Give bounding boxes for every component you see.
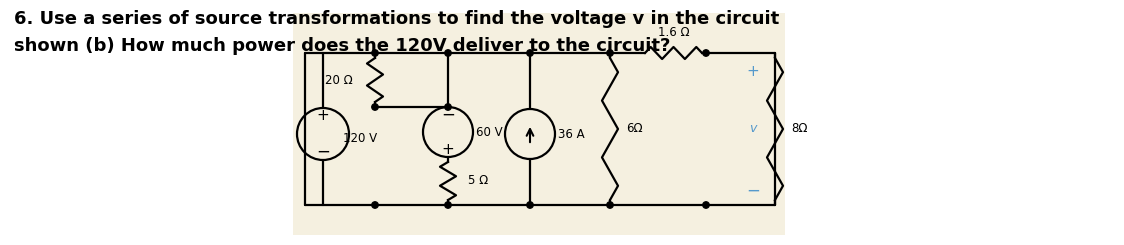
Circle shape [445, 50, 451, 56]
Text: −: − [441, 106, 455, 124]
Text: v: v [750, 122, 756, 135]
Text: 20 Ω: 20 Ω [325, 74, 353, 86]
Text: 1.6 Ω: 1.6 Ω [658, 26, 689, 39]
Circle shape [702, 50, 709, 56]
Text: 6Ω: 6Ω [626, 122, 643, 135]
Text: +: + [317, 109, 329, 123]
Text: 120 V: 120 V [343, 133, 378, 146]
Circle shape [372, 104, 378, 110]
Text: −: − [746, 182, 760, 200]
Circle shape [607, 202, 614, 208]
Text: shown (b) How much power does the 120V deliver to the circuit?: shown (b) How much power does the 120V d… [13, 37, 670, 55]
Text: −: − [316, 143, 330, 161]
Circle shape [372, 202, 378, 208]
Text: 60 V: 60 V [475, 125, 502, 138]
Text: +: + [442, 142, 454, 157]
Text: 36 A: 36 A [558, 127, 584, 140]
Text: 8Ω: 8Ω [791, 122, 807, 135]
Circle shape [445, 104, 451, 110]
Circle shape [527, 50, 533, 56]
FancyBboxPatch shape [293, 13, 785, 235]
Circle shape [607, 50, 614, 56]
Text: 6. Use a series of source transformations to find the voltage v in the circuit: 6. Use a series of source transformation… [13, 10, 779, 28]
Text: +: + [746, 63, 760, 78]
Text: 5 Ω: 5 Ω [468, 174, 488, 187]
Circle shape [445, 202, 451, 208]
Circle shape [527, 202, 533, 208]
Circle shape [702, 202, 709, 208]
Circle shape [372, 50, 378, 56]
